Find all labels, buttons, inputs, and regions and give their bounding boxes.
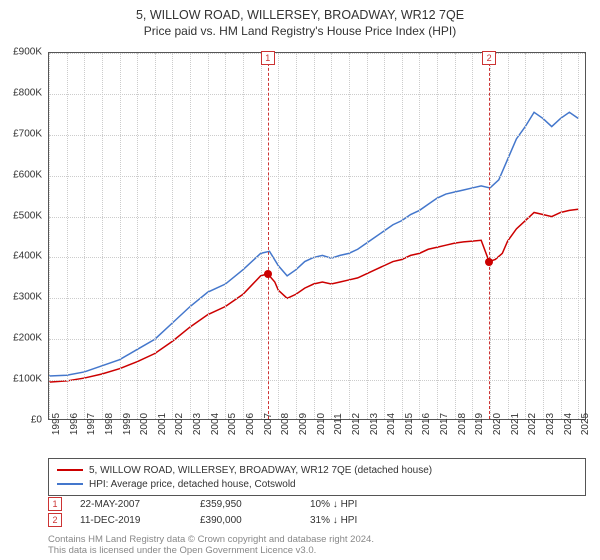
y-tick-label: £100K [13, 374, 42, 385]
event-date-2: 11-DEC-2019 [80, 515, 200, 526]
footer-attribution: Contains HM Land Registry data © Crown c… [48, 534, 374, 557]
event-badge-2: 2 [48, 513, 62, 527]
footer-line-1: Contains HM Land Registry data © Crown c… [48, 534, 374, 545]
y-tick-label: £700K [13, 128, 42, 139]
x-tick-label: 2020 [492, 413, 503, 435]
x-tick-label: 2024 [563, 413, 574, 435]
x-tick-label: 2009 [298, 413, 309, 435]
legend-row-hpi: HPI: Average price, detached house, Cots… [57, 477, 577, 491]
chart-area: 12 £0£100K£200K£300K£400K£500K£600K£700K… [48, 52, 586, 420]
legend-label-price-paid: 5, WILLOW ROAD, WILLERSEY, BROADWAY, WR1… [89, 465, 432, 476]
x-tick-label: 2002 [174, 413, 185, 435]
x-tick-label: 2004 [210, 413, 221, 435]
y-tick-label: £500K [13, 210, 42, 221]
x-tick-label: 2003 [192, 413, 203, 435]
event-line-2 [489, 53, 490, 419]
x-tick-label: 2015 [404, 413, 415, 435]
legend-row-price-paid: 5, WILLOW ROAD, WILLERSEY, BROADWAY, WR1… [57, 463, 577, 477]
legend-label-hpi: HPI: Average price, detached house, Cots… [89, 479, 296, 490]
x-tick-label: 2016 [421, 413, 432, 435]
chart-container: 5, WILLOW ROAD, WILLERSEY, BROADWAY, WR1… [0, 0, 600, 560]
y-tick-label: £200K [13, 333, 42, 344]
x-tick-label: 2008 [280, 413, 291, 435]
plot-region: 12 [48, 52, 586, 420]
x-tick-label: 2017 [439, 413, 450, 435]
legend: 5, WILLOW ROAD, WILLERSEY, BROADWAY, WR1… [48, 458, 586, 496]
event-marker-2: 2 [482, 51, 496, 65]
title-address: 5, WILLOW ROAD, WILLERSEY, BROADWAY, WR1… [0, 8, 600, 22]
event-line-1 [268, 53, 269, 419]
x-tick-label: 2013 [369, 413, 380, 435]
x-tick-label: 2014 [386, 413, 397, 435]
x-tick-label: 2005 [227, 413, 238, 435]
event-badge-1: 1 [48, 497, 62, 511]
x-tick-label: 2019 [474, 413, 485, 435]
x-tick-label: 2006 [245, 413, 256, 435]
event-dot-2 [485, 258, 493, 266]
event-diff-1: 10% ↓ HPI [310, 499, 400, 510]
x-tick-label: 2018 [457, 413, 468, 435]
y-tick-label: £900K [13, 47, 42, 58]
x-tick-label: 2001 [157, 413, 168, 435]
x-tick-label: 1995 [51, 413, 62, 435]
x-tick-label: 2012 [351, 413, 362, 435]
x-tick-label: 1998 [104, 413, 115, 435]
event-marker-1: 1 [261, 51, 275, 65]
y-tick-label: £300K [13, 292, 42, 303]
chart-titles: 5, WILLOW ROAD, WILLERSEY, BROADWAY, WR1… [0, 0, 600, 38]
x-tick-label: 2023 [545, 413, 556, 435]
y-tick-label: £0 [31, 415, 42, 426]
event-date-1: 22-MAY-2007 [80, 499, 200, 510]
x-tick-label: 2025 [580, 413, 591, 435]
x-tick-label: 1996 [69, 413, 80, 435]
x-tick-label: 2022 [527, 413, 538, 435]
x-tick-label: 1997 [86, 413, 97, 435]
events-table: 1 22-MAY-2007 £359,950 10% ↓ HPI 2 11-DE… [48, 496, 586, 528]
event-price-1: £359,950 [200, 499, 310, 510]
x-tick-label: 2007 [263, 413, 274, 435]
x-tick-label: 1999 [122, 413, 133, 435]
title-subtitle: Price paid vs. HM Land Registry's House … [0, 24, 600, 38]
x-tick-label: 2021 [510, 413, 521, 435]
footer-line-2: This data is licensed under the Open Gov… [48, 545, 374, 556]
x-tick-label: 2000 [139, 413, 150, 435]
y-tick-label: £400K [13, 251, 42, 262]
plot-svg [49, 53, 587, 421]
event-row-1: 1 22-MAY-2007 £359,950 10% ↓ HPI [48, 496, 586, 512]
event-dot-1 [264, 270, 272, 278]
y-tick-label: £600K [13, 169, 42, 180]
x-tick-label: 2011 [333, 413, 344, 435]
event-row-2: 2 11-DEC-2019 £390,000 31% ↓ HPI [48, 512, 586, 528]
event-diff-2: 31% ↓ HPI [310, 515, 400, 526]
y-tick-label: £800K [13, 87, 42, 98]
legend-swatch-price-paid [57, 469, 83, 471]
event-price-2: £390,000 [200, 515, 310, 526]
x-tick-label: 2010 [316, 413, 327, 435]
legend-swatch-hpi [57, 483, 83, 485]
